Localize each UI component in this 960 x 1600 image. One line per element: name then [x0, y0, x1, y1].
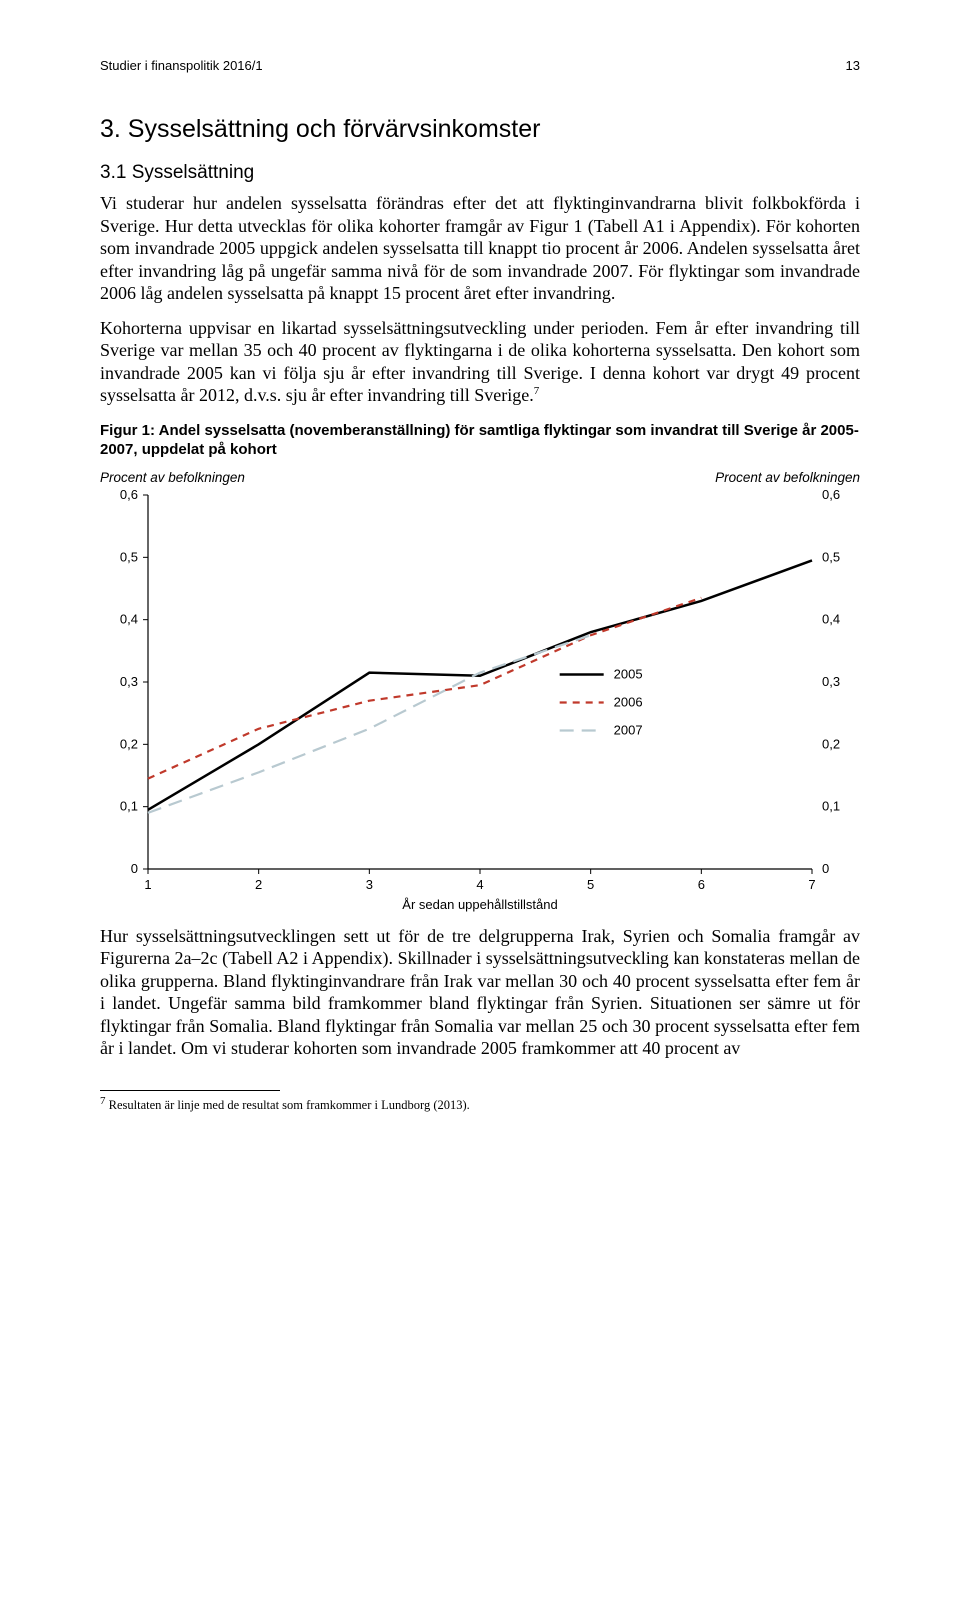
- svg-text:4: 4: [476, 877, 483, 892]
- figure-caption: Figur 1: Andel sysselsatta (novemberanst…: [100, 421, 860, 460]
- subsection-title: 3.1 Sysselsättning: [100, 162, 860, 184]
- svg-text:0,6: 0,6: [120, 487, 138, 502]
- svg-text:2007: 2007: [614, 722, 643, 737]
- svg-text:0,6: 0,6: [822, 487, 840, 502]
- svg-text:0,1: 0,1: [822, 798, 840, 813]
- svg-text:0,5: 0,5: [822, 549, 840, 564]
- svg-text:1: 1: [144, 877, 151, 892]
- y-axis-title-left: Procent av befolkningen: [100, 470, 245, 485]
- svg-text:0,1: 0,1: [120, 798, 138, 813]
- line-chart: 0 0 0,1 0,1 0,2 0,2 0,3 0,3 0,4 0,4 0,5 0,5 0,6 0,6 1 2…: [100, 485, 860, 915]
- svg-text:3: 3: [366, 877, 373, 892]
- footnote-separator: [100, 1090, 280, 1091]
- chart-svg: 0 0 0,1 0,1 0,2 0,2 0,3 0,3 0,4 0,4 0,5 0,5 0,6 0,6 1 2…: [100, 485, 860, 915]
- footnote: 7 Resultaten är linje med de resultat so…: [100, 1095, 860, 1113]
- svg-text:5: 5: [587, 877, 594, 892]
- svg-text:2: 2: [255, 877, 262, 892]
- page-header: Studier i finanspolitik 2016/1 13: [100, 58, 860, 73]
- svg-text:0,3: 0,3: [822, 674, 840, 689]
- svg-text:0,5: 0,5: [120, 549, 138, 564]
- svg-text:0,4: 0,4: [120, 611, 138, 626]
- svg-text:7: 7: [808, 877, 815, 892]
- svg-text:2005: 2005: [614, 666, 643, 681]
- svg-text:År sedan uppehållstillstånd: År sedan uppehållstillstånd: [402, 897, 557, 912]
- svg-text:0,2: 0,2: [120, 736, 138, 751]
- paragraph-2-text: Kohorterna uppvisar en likartad sysselsä…: [100, 318, 860, 406]
- svg-text:0: 0: [131, 861, 138, 876]
- paragraph-1: Vi studerar hur andelen sysselsatta förä…: [100, 192, 860, 305]
- paragraph-2: Kohorterna uppvisar en likartad sysselsä…: [100, 317, 860, 407]
- svg-text:0,2: 0,2: [822, 736, 840, 751]
- footnote-ref: 7: [534, 385, 540, 397]
- y-axis-title-right: Procent av befolkningen: [715, 470, 860, 485]
- svg-text:0,3: 0,3: [120, 674, 138, 689]
- footnote-text: Resultaten är linje med de resultat som …: [106, 1098, 470, 1112]
- header-page-number: 13: [846, 58, 860, 73]
- svg-text:6: 6: [698, 877, 705, 892]
- paragraph-3: Hur sysselsättningsutvecklingen sett ut …: [100, 925, 860, 1060]
- header-left: Studier i finanspolitik 2016/1: [100, 58, 263, 73]
- section-title: 3. Sysselsättning och förvärvsinkomster: [100, 115, 860, 144]
- svg-text:2006: 2006: [614, 694, 643, 709]
- svg-text:0,4: 0,4: [822, 611, 840, 626]
- svg-text:0: 0: [822, 861, 829, 876]
